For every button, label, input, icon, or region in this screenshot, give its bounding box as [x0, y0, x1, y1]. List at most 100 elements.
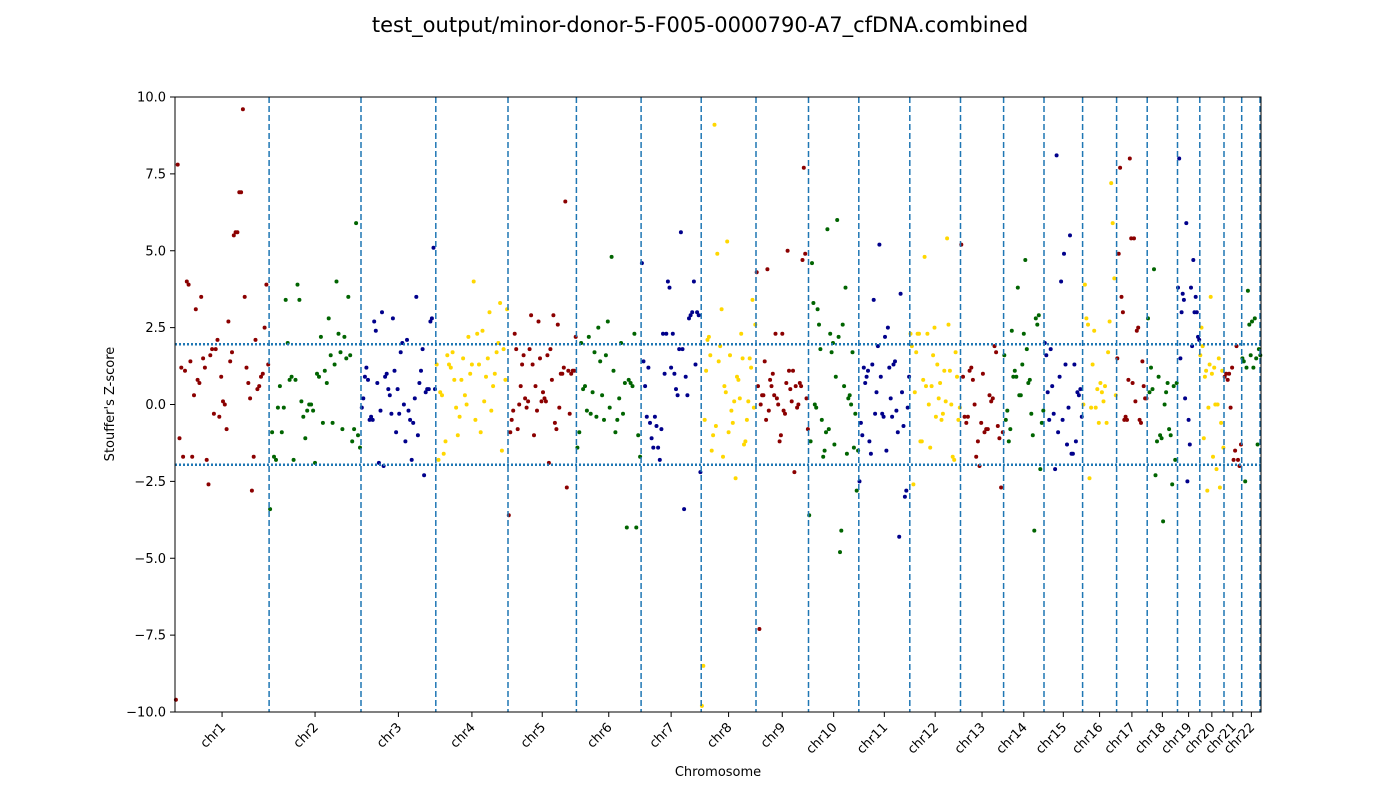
data-point [860, 433, 865, 438]
data-point [1196, 334, 1200, 339]
data-point [787, 368, 791, 373]
data-point [1206, 405, 1211, 410]
data-point [955, 374, 959, 379]
data-point [548, 347, 553, 352]
data-point [419, 368, 423, 373]
data-point [730, 420, 735, 425]
data-point [850, 350, 855, 355]
data-point [287, 377, 292, 382]
data-point [682, 507, 687, 512]
data-point [863, 381, 868, 385]
data-point [757, 627, 762, 631]
data-point [487, 310, 492, 315]
data-point [208, 353, 213, 358]
data-point [839, 528, 844, 533]
data-point [702, 417, 707, 422]
data-point [912, 390, 917, 395]
data-point [1041, 408, 1046, 413]
y-tick-label: −5.0 [134, 552, 166, 567]
data-point [672, 371, 677, 376]
data-point [457, 414, 462, 419]
data-point [866, 368, 870, 373]
data-point [982, 430, 987, 435]
data-point [870, 362, 875, 367]
data-point [851, 445, 856, 450]
data-point [477, 362, 481, 367]
data-point [1156, 374, 1161, 379]
data-point [785, 248, 790, 253]
data-point [1168, 433, 1173, 438]
data-point [762, 359, 767, 364]
data-point [1180, 291, 1185, 296]
data-point [406, 408, 411, 413]
data-point [739, 331, 744, 336]
data-point [244, 365, 249, 370]
data-point [1044, 353, 1049, 358]
data-point [279, 430, 284, 435]
data-point [364, 365, 369, 370]
data-point [511, 408, 516, 413]
y-axis: −10.0 −7.5 −5.0 −2.5 0.0 2.5 5.0 7.5 10.0 [126, 91, 175, 721]
data-point [716, 359, 721, 364]
data-point [938, 381, 943, 385]
data-point [972, 402, 977, 407]
data-point [392, 368, 397, 373]
data-point [1068, 233, 1072, 238]
data-point [829, 350, 834, 355]
data-point [646, 365, 651, 370]
data-point [768, 377, 773, 382]
data-point [1185, 479, 1190, 484]
data-point [195, 377, 200, 382]
data-point [596, 325, 601, 330]
data-point [346, 294, 351, 299]
data-point [485, 356, 490, 361]
data-point [888, 396, 893, 401]
data-point [1230, 365, 1235, 370]
data-point [864, 374, 869, 379]
data-point [264, 282, 269, 287]
data-point [942, 368, 947, 373]
data-point [398, 350, 403, 355]
data-point [262, 325, 267, 330]
data-point [1027, 377, 1032, 382]
data-point [1149, 365, 1153, 370]
data-point [397, 411, 402, 416]
data-point [732, 399, 737, 404]
data-point [600, 393, 605, 398]
data-point [515, 427, 520, 432]
data-point [1209, 371, 1214, 376]
data-point [246, 381, 251, 385]
data-point [641, 359, 646, 364]
data-point [667, 285, 672, 290]
data-point [1162, 402, 1167, 407]
data-point [536, 319, 541, 324]
data-point [301, 414, 306, 419]
data-point [517, 402, 522, 407]
data-point [480, 328, 485, 333]
y-tick-label: 10.0 [137, 91, 166, 106]
data-point [527, 347, 532, 352]
data-point [566, 368, 571, 373]
data-point [1211, 454, 1215, 459]
data-point [447, 362, 451, 367]
data-point [793, 384, 798, 389]
data-point [952, 457, 957, 462]
data-point [414, 294, 419, 299]
data-point [228, 359, 233, 364]
data-point [800, 258, 805, 262]
data-point [967, 368, 972, 373]
data-point [217, 414, 222, 419]
data-point [1161, 519, 1166, 524]
data-point [1072, 362, 1077, 367]
data-point [1186, 417, 1191, 422]
data-point [1241, 359, 1246, 364]
data-point [554, 427, 559, 432]
data-point [674, 387, 678, 392]
data-point [979, 420, 984, 425]
data-point [1120, 310, 1125, 315]
data-point [781, 408, 786, 413]
data-point [1147, 390, 1152, 395]
data-point [395, 387, 400, 392]
data-point [783, 411, 787, 416]
